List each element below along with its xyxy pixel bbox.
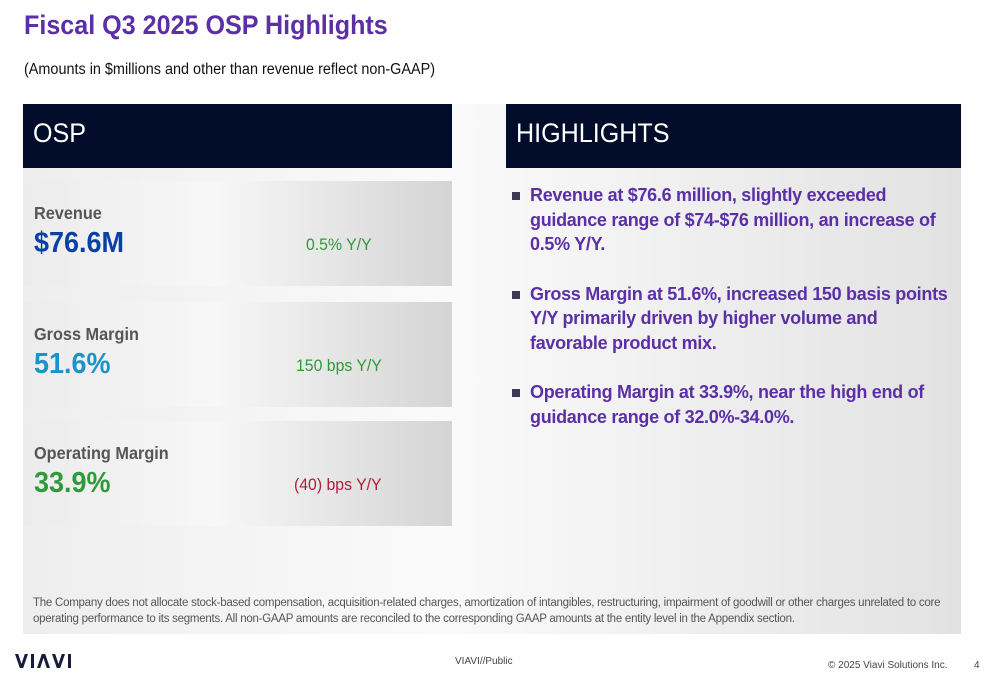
page-number: 4: [974, 660, 980, 671]
viavi-logo: [15, 654, 71, 668]
footnote: The Company does not allocate stock-base…: [33, 597, 941, 625]
square-bullet-icon: [512, 389, 520, 397]
square-bullet-icon: [512, 192, 520, 200]
metric-change: 0.5% Y/Y: [306, 235, 372, 254]
classification-label: VIAVI//Public: [455, 656, 513, 667]
highlight-text: Gross Margin at 51.6%, increased 150 bas…: [530, 283, 948, 353]
metric-card-revenue: Revenue $76.6M 0.5% Y/Y: [23, 181, 452, 286]
highlight-text: Revenue at $76.6 million, slightly excee…: [530, 185, 936, 254]
metric-label: Operating Margin: [34, 443, 169, 463]
highlight-item: Gross Margin at 51.6%, increased 150 bas…: [510, 282, 950, 356]
square-bullet-icon: [512, 290, 520, 299]
highlights-list: Revenue at $76.6 million, slightly excee…: [510, 183, 950, 454]
highlight-item: Operating Margin at 33.9%, near the high…: [510, 380, 950, 429]
slide-title: Fiscal Q3 2025 OSP Highlights: [24, 10, 388, 40]
copyright-notice: © 2025 Viavi Solutions Inc.: [828, 660, 948, 671]
metric-card-operating-margin: Operating Margin 33.9% (40) bps Y/Y: [23, 421, 452, 526]
slide-subtitle: (Amounts in $millions and other than rev…: [24, 61, 436, 78]
osp-header-label: OSP: [33, 118, 87, 148]
highlights-header: HIGHLIGHTS: [506, 104, 961, 168]
metric-value: 51.6%: [34, 348, 111, 380]
highlight-text: Operating Margin at 33.9%, near the high…: [530, 382, 924, 427]
metric-value: $76.6M: [34, 227, 124, 259]
highlights-header-label: HIGHLIGHTS: [516, 118, 670, 148]
metric-label: Revenue: [34, 203, 102, 223]
metric-change: 150 bps Y/Y: [296, 356, 382, 375]
metric-change: (40) bps Y/Y: [294, 475, 382, 494]
osp-header: OSP: [23, 104, 452, 168]
metric-value: 33.9%: [34, 467, 111, 499]
metric-label: Gross Margin: [34, 324, 139, 344]
metric-card-gross-margin: Gross Margin 51.6% 150 bps Y/Y: [23, 302, 452, 407]
highlight-item: Revenue at $76.6 million, slightly excee…: [510, 183, 950, 257]
